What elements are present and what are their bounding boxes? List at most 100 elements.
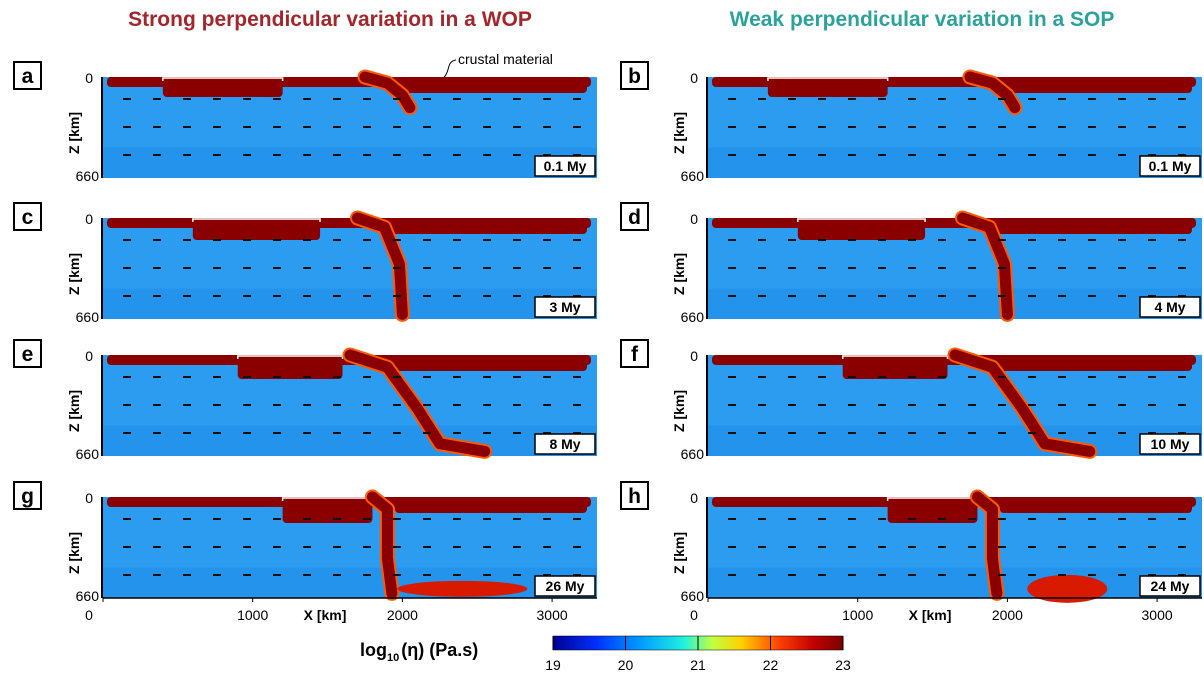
continent (767, 79, 888, 97)
lower-mantle (103, 147, 597, 178)
panel-label: a (22, 65, 34, 88)
slab (971, 491, 1003, 599)
overriding-plate (379, 220, 587, 234)
panel: d 0 660 Z [km] 4 My (620, 202, 1202, 325)
x-tick-label: 2000 (387, 607, 418, 623)
panel: e 0 660 Z [km] 8 My (13, 339, 597, 462)
slab (351, 212, 408, 320)
z-tick-label: 0 (85, 490, 93, 506)
panels: a 0 660 Z [km] 0.1 My b 0 660 Z [km] 0.1 My c 0 660 Z… (13, 61, 1202, 623)
overriding-plate (992, 79, 1192, 93)
panel: b 0 660 Z [km] 0.1 My (620, 61, 1202, 184)
annotation: crustal material (458, 51, 553, 67)
time-label-box (534, 575, 596, 597)
lower-mantle (708, 288, 1202, 319)
overriding-plate (394, 499, 587, 513)
panel-label-box (13, 481, 42, 510)
crust (162, 77, 284, 81)
z-tick-label: 660 (76, 588, 100, 604)
continent (192, 220, 321, 240)
continent (887, 499, 978, 523)
z-tick-label: 660 (76, 446, 100, 462)
slab (956, 212, 1013, 320)
label-subscript: 10 (387, 652, 399, 664)
z-tick-label: 660 (681, 168, 705, 184)
panel: a 0 660 Z [km] 0.1 My (13, 61, 597, 184)
colorbar-tick-label: 23 (835, 657, 851, 673)
colorbar-tick-label: 22 (763, 657, 779, 673)
lower-mantle (103, 288, 597, 319)
slab (964, 71, 1021, 114)
crust (192, 218, 321, 222)
lower-mantle (708, 567, 1202, 598)
time-label-box (534, 296, 596, 318)
time-label-box (1139, 575, 1201, 597)
z-tick-label: 0 (690, 70, 698, 86)
z-tick-label: 0 (690, 490, 698, 506)
x-tick-label: 2000 (992, 607, 1023, 623)
x-tick-label: 1000 (237, 607, 268, 623)
z-tick-label: 0 (85, 211, 93, 227)
panel-label: d (628, 206, 641, 229)
time-label: 26 My (546, 578, 585, 594)
panel-label-box (620, 61, 649, 90)
time-label: 8 My (549, 436, 580, 452)
overriding-plate (984, 220, 1192, 234)
time-label: 3 My (549, 299, 580, 315)
z-axis-label: Z [km] (671, 112, 687, 154)
time-label-box (534, 433, 596, 455)
panel: c 0 660 Z [km] 3 My (13, 202, 597, 325)
panel-label: b (628, 65, 641, 88)
z-axis-label: Z [km] (671, 532, 687, 574)
z-tick-label: 0 (85, 348, 93, 364)
panel-label-box (620, 339, 649, 368)
panel: g 0 660 Z [km] 26 My 0 1000 2000 3000 X [km] (13, 481, 597, 623)
column-title: Strong perpendicular variation in a WOP (128, 8, 532, 31)
continent (237, 357, 343, 379)
z-axis-label: Z [km] (66, 532, 82, 574)
lower-mantle (103, 567, 597, 598)
z-tick-label: 660 (681, 588, 705, 604)
x-tick-label: 3000 (537, 607, 568, 623)
slab (344, 349, 491, 457)
z-tick-label: 0 (690, 211, 698, 227)
lower-mantle (103, 425, 597, 456)
panel: h 0 660 Z [km] 24 My 0 1000 2000 3000 X [km] (620, 481, 1202, 623)
time-label-box (534, 155, 596, 177)
overriding-plate (372, 357, 587, 371)
overriding-plate (999, 499, 1192, 513)
x-axis-label: X [km] (304, 607, 347, 623)
time-label: 0.1 My (544, 158, 587, 174)
z-tick-label: 660 (681, 446, 705, 462)
panel-label: c (22, 206, 34, 229)
panel-label-box (13, 202, 42, 231)
slab-pile (397, 580, 528, 597)
time-label-box (1139, 433, 1201, 455)
colorbar-label: log10 (η) (Pa.s) (360, 640, 478, 664)
crust (797, 218, 926, 222)
colorbar-ticks: 19 20 21 22 23 (545, 636, 851, 673)
colorbar-tick-label: 19 (545, 657, 561, 673)
label-part: log (360, 640, 387, 660)
z-tick-label: 0 (690, 348, 698, 364)
panel-label-box (620, 202, 649, 231)
continent (282, 499, 373, 523)
crust (236, 355, 344, 359)
overriding-plate (977, 357, 1192, 371)
panel: f 0 660 Z [km] 10 My (620, 339, 1202, 462)
column-title: Weak perpendicular variation in a SOP (730, 8, 1115, 31)
crust (767, 77, 889, 81)
slab (949, 349, 1096, 457)
z-axis-label: Z [km] (66, 253, 82, 295)
x-tick-label: 1000 (842, 607, 873, 623)
z-tick-label: 0 (85, 70, 93, 86)
z-tick-label: 660 (681, 309, 705, 325)
label-part: (η) (Pa.s) (401, 640, 478, 660)
lower-mantle (708, 147, 1202, 178)
time-label: 10 My (1151, 436, 1190, 452)
time-label-box (1139, 296, 1201, 318)
x-tick-label: 0 (85, 607, 93, 623)
time-label: 24 My (1151, 578, 1190, 594)
panel-label: e (22, 343, 34, 366)
z-axis-label: Z [km] (66, 390, 82, 432)
